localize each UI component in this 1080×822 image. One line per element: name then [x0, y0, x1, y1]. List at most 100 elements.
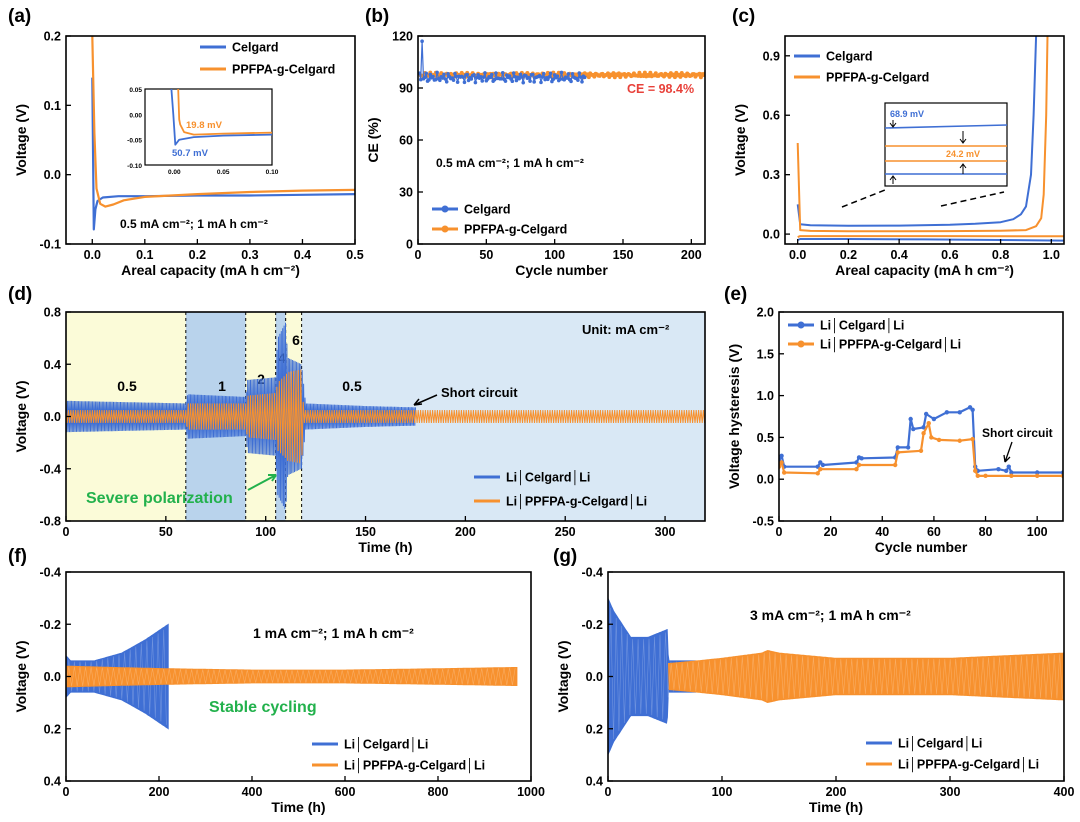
- hysteresis-point: [892, 462, 898, 468]
- x-tick-label: 0.2: [840, 248, 857, 262]
- y-axis-label: Voltage (V): [732, 104, 748, 176]
- rate-label: 1: [218, 378, 226, 394]
- x-tick-label: 0.0: [789, 248, 806, 262]
- hysteresis-point: [918, 448, 924, 453]
- panel-c: 0.0 0.2 0.4 0.6 0.8 1.0 0.0 0.3 0.6 0.9 Areal capa…: [732, 6, 1065, 278]
- ce-point-celgard: [547, 75, 551, 79]
- hysteresis-point: [970, 436, 975, 442]
- hysteresis-point: [908, 416, 913, 422]
- ce-point-celgard: [465, 72, 470, 77]
- y-tick-label: 90: [399, 82, 413, 96]
- ce-point-celgard: [494, 71, 498, 75]
- legend-ppfpa-text: Li│PPFPA-g-Celgard│Li: [820, 337, 961, 353]
- x-axis-label: Time (h): [271, 799, 325, 815]
- x-tick-label: 0: [63, 785, 70, 799]
- series-ppfpa: [66, 369, 705, 464]
- y-axis-label: Voltage (V): [555, 640, 571, 712]
- x-tick-label: 100: [255, 525, 276, 539]
- ce-point-celgard: [555, 74, 560, 78]
- ce-point-celgard: [511, 71, 516, 75]
- legend-celgard-text: Celgard: [232, 41, 279, 55]
- y-tick-label: -0.5: [752, 515, 774, 529]
- zoom-dash-left: [841, 189, 886, 208]
- y-tick-label: 0.0: [44, 670, 61, 684]
- rate-label: 2: [257, 371, 265, 387]
- x-tick-label: 0.1: [136, 248, 153, 262]
- x-tick-label: 0.4: [890, 248, 907, 262]
- hysteresis-point: [818, 466, 823, 472]
- legend-ppfpa-text: PPFPA-g-Celgard: [232, 63, 335, 77]
- ce-point-celgard: [526, 75, 531, 80]
- hysteresis-point: [970, 407, 975, 413]
- polarization-annotation: Severe polarization: [86, 490, 233, 507]
- plot-area: [608, 597, 1064, 755]
- ce-point-celgard: [451, 78, 456, 82]
- ce-point-celgard: [453, 71, 457, 76]
- series-line-3: [797, 235, 1064, 239]
- ce-point-celgard: [480, 79, 485, 83]
- ce-point-celgard: [510, 79, 515, 84]
- series-line-2: [796, 36, 1049, 233]
- hysteresis-point: [856, 462, 862, 468]
- ce-point-celgard: [552, 73, 557, 77]
- x-tick-label: 1.0: [1043, 248, 1060, 262]
- x-tick-label: 300: [655, 525, 676, 539]
- legend-celgard-text: Li│Celgard│Li: [820, 318, 904, 334]
- panel-label: (c): [732, 6, 755, 27]
- plot-area: [418, 39, 705, 85]
- x-tick-label: 1000: [517, 785, 545, 799]
- panel-label: (e): [724, 284, 747, 305]
- x-tick-label: 80: [979, 525, 993, 539]
- axes-frame: [778, 311, 1064, 522]
- series-line-1: [779, 422, 1063, 477]
- x-axis-label: Areal capacity (mA h cm⁻²): [121, 262, 300, 278]
- ce-point-celgard: [566, 72, 571, 76]
- x-tick-label: 0.8: [992, 248, 1009, 262]
- ce-point-celgard: [424, 71, 429, 76]
- unit-annotation: Unit: mA cm⁻²: [582, 322, 670, 337]
- ce-point-ppfpa: [648, 70, 653, 75]
- inset-y-tick: 0.00: [129, 112, 142, 119]
- y-tick-label: 0.4: [44, 775, 61, 789]
- inset-label-orange: 19.8 mV: [186, 120, 223, 131]
- panel-f: 0 200 400 600 800 1000 0.4 0.2 0.0 -0.2 -0.4 Time (…: [8, 546, 545, 815]
- axes-frame: [784, 35, 1065, 245]
- y-tick-label: 0.0: [44, 410, 61, 424]
- hysteresis-point: [944, 410, 950, 415]
- y-tick-label: -0.4: [39, 566, 61, 580]
- y-tick-label: -0.2: [581, 618, 603, 632]
- y-tick-label: 1.0: [757, 389, 774, 403]
- arrow-icon: [889, 120, 897, 128]
- ce-point-celgard: [483, 71, 487, 75]
- ce-point-celgard: [551, 77, 556, 82]
- series-texture-1: [668, 652, 1063, 702]
- hysteresis-point: [779, 460, 784, 465]
- ce-point-celgard: [481, 75, 486, 79]
- legend-celgard-marker: [441, 205, 449, 213]
- x-tick-label: 0.4: [294, 248, 311, 262]
- y-tick-label: 0.4: [586, 775, 603, 789]
- x-tick-label: 50: [159, 525, 173, 539]
- x-tick-label: 300: [940, 785, 961, 799]
- y-tick-label: 0.8: [44, 306, 61, 320]
- ce-point-ppfpa: [637, 70, 642, 75]
- plot-area: [796, 36, 1064, 242]
- x-tick-label: 60: [927, 525, 941, 539]
- hysteresis-point: [1034, 470, 1040, 475]
- ce-point-celgard: [466, 78, 471, 83]
- x-tick-label: 400: [1054, 785, 1075, 799]
- plot-area: [66, 623, 518, 730]
- y-tick-label: -0.4: [39, 462, 61, 476]
- y-tick-label: -0.2: [39, 618, 61, 632]
- zoom-dash-right: [940, 191, 1005, 207]
- y-tick-label: 0.4: [44, 358, 61, 372]
- x-tick-label: 200: [455, 525, 476, 539]
- hysteresis-point: [957, 438, 962, 443]
- arrow-icon: [959, 131, 967, 144]
- hysteresis-point: [931, 416, 937, 422]
- panel-label: (g): [553, 546, 577, 567]
- ce-point-celgard: [559, 70, 564, 75]
- y-tick-label: -0.8: [39, 515, 61, 529]
- condition-annotation: 0.5 mA cm⁻²; 1 mA h cm⁻²: [436, 156, 584, 170]
- x-tick-label: 0: [605, 785, 612, 799]
